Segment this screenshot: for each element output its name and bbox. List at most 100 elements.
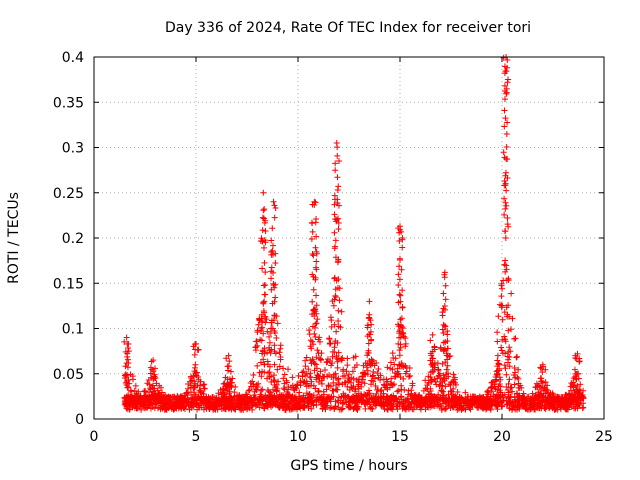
data-point xyxy=(505,223,512,230)
data-point xyxy=(514,402,521,409)
data-point xyxy=(399,323,406,330)
data-point xyxy=(302,363,309,370)
data-point xyxy=(335,317,342,324)
data-point xyxy=(539,379,546,386)
data-point xyxy=(335,394,342,401)
data-point xyxy=(287,398,294,405)
data-point xyxy=(147,386,154,393)
data-point xyxy=(271,202,278,209)
data-point xyxy=(485,389,492,396)
data-point xyxy=(499,316,506,323)
data-point xyxy=(503,262,510,269)
data-point xyxy=(454,388,461,395)
data-point xyxy=(252,395,259,402)
data-point xyxy=(260,300,267,307)
data-point xyxy=(425,373,432,380)
data-point xyxy=(321,403,328,410)
data-point xyxy=(498,347,505,354)
data-point xyxy=(384,364,391,371)
data-point xyxy=(227,376,234,383)
data-point xyxy=(427,397,434,404)
data-point xyxy=(334,397,341,404)
data-point xyxy=(336,381,343,388)
data-point xyxy=(192,370,199,377)
data-point xyxy=(250,372,257,379)
data-point xyxy=(227,401,234,408)
data-point xyxy=(542,366,549,373)
data-point xyxy=(259,265,266,272)
data-point xyxy=(154,387,161,394)
data-point xyxy=(398,362,405,369)
data-point xyxy=(504,387,511,394)
data-point xyxy=(368,377,375,384)
data-point xyxy=(513,354,520,361)
data-point xyxy=(281,371,288,378)
data-point xyxy=(269,242,276,249)
data-point xyxy=(368,356,375,363)
data-point xyxy=(501,123,508,130)
data-point xyxy=(312,361,319,368)
data-point xyxy=(449,395,456,402)
data-point xyxy=(216,395,223,402)
data-point xyxy=(514,391,521,397)
data-point xyxy=(503,383,510,390)
data-point xyxy=(566,404,573,411)
data-point xyxy=(332,160,339,167)
data-point xyxy=(140,402,147,409)
data-point xyxy=(508,290,515,297)
data-point xyxy=(276,393,283,400)
grid-lines xyxy=(94,57,604,419)
data-point xyxy=(222,405,229,412)
data-point xyxy=(344,362,351,369)
data-point xyxy=(343,368,350,375)
data-point xyxy=(501,82,508,89)
data-point xyxy=(171,404,178,411)
data-point xyxy=(213,403,220,410)
data-point xyxy=(335,202,342,209)
data-point xyxy=(445,391,452,398)
data-point xyxy=(502,115,509,122)
data-point xyxy=(173,395,180,402)
data-point xyxy=(261,219,268,226)
data-point xyxy=(427,369,434,376)
data-point xyxy=(355,378,362,385)
data-point xyxy=(396,255,403,262)
data-point xyxy=(314,316,321,323)
data-point xyxy=(433,381,440,388)
data-point xyxy=(350,354,357,361)
data-point xyxy=(276,363,283,370)
data-point xyxy=(182,396,189,403)
data-point xyxy=(195,346,202,353)
data-point xyxy=(313,320,320,327)
data-point xyxy=(239,400,246,407)
data-point xyxy=(346,403,353,410)
data-point xyxy=(313,302,320,309)
data-point xyxy=(502,234,509,241)
data-point xyxy=(212,406,219,413)
data-point xyxy=(260,405,267,412)
data-point xyxy=(309,338,316,345)
data-point xyxy=(269,225,276,232)
data-point xyxy=(334,364,341,371)
axis-ticks xyxy=(93,56,605,420)
data-point xyxy=(333,139,340,146)
data-point xyxy=(393,395,400,402)
data-point xyxy=(477,403,484,410)
data-point xyxy=(401,386,408,393)
data-point xyxy=(427,385,434,392)
data-point xyxy=(200,396,207,403)
data-point xyxy=(453,394,460,401)
data-point xyxy=(268,317,275,324)
data-point xyxy=(280,375,287,382)
y-tick-label: 0.25 xyxy=(53,186,84,202)
data-point xyxy=(369,406,376,413)
data-point xyxy=(501,211,508,218)
data-point xyxy=(254,383,261,390)
data-point xyxy=(567,383,574,390)
data-point xyxy=(378,401,385,408)
data-point xyxy=(494,357,501,364)
data-point xyxy=(328,404,335,411)
data-point xyxy=(258,373,265,380)
data-point xyxy=(335,258,342,265)
data-point xyxy=(502,172,509,179)
